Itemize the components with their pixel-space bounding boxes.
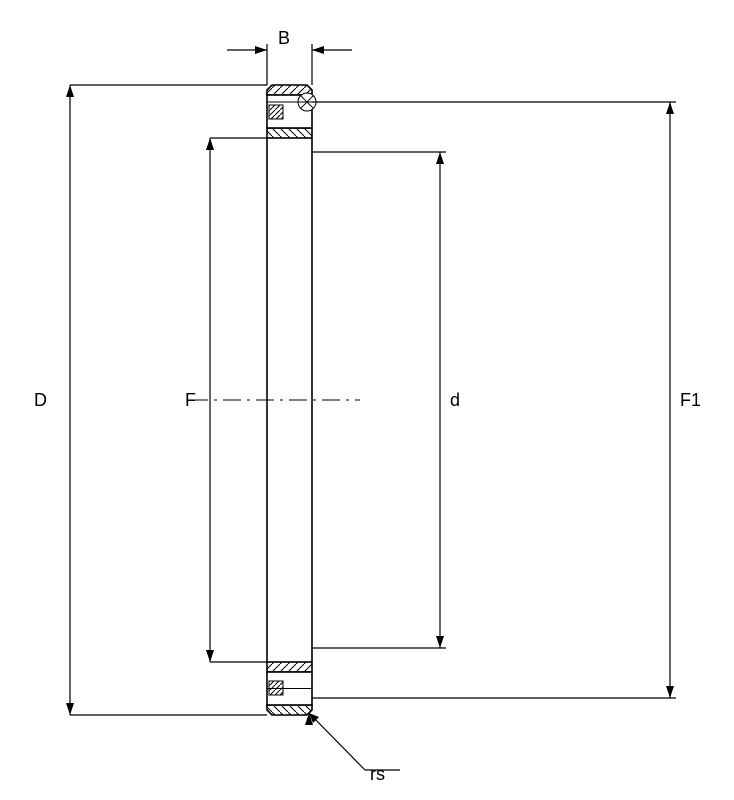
dim-label-B: B (278, 28, 290, 48)
cage-top (269, 105, 283, 119)
dim-label-F: F (185, 390, 196, 410)
dim-label-rs: rs (370, 764, 385, 784)
inner-ring-top (267, 128, 312, 138)
dim-label-d: d (450, 390, 460, 410)
dim-label-D: D (34, 390, 47, 410)
dim-label-F1: F1 (680, 390, 701, 410)
inner-ring-bottom (267, 662, 312, 672)
outer-ring-bottom (267, 705, 312, 715)
